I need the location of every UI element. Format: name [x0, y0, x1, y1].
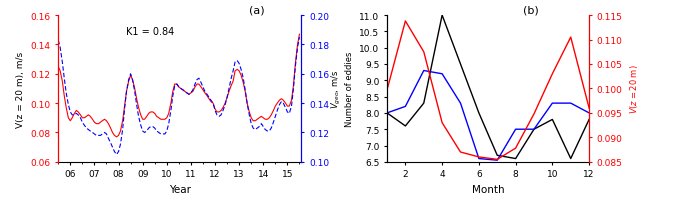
- Text: (a): (a): [249, 5, 265, 15]
- Text: (b): (b): [523, 5, 538, 15]
- X-axis label: Month: Month: [472, 184, 504, 194]
- Y-axis label: $V(z = 20$ m): $V(z = 20$ m): [628, 64, 640, 114]
- Y-axis label: $V_{geo}$, m/s
Number of eddies: $V_{geo}$, m/s Number of eddies: [330, 51, 353, 127]
- Y-axis label: V(z = 20 m), m/s: V(z = 20 m), m/s: [16, 51, 25, 127]
- Text: K1 = 0.84: K1 = 0.84: [126, 27, 175, 37]
- X-axis label: Year: Year: [169, 184, 191, 194]
